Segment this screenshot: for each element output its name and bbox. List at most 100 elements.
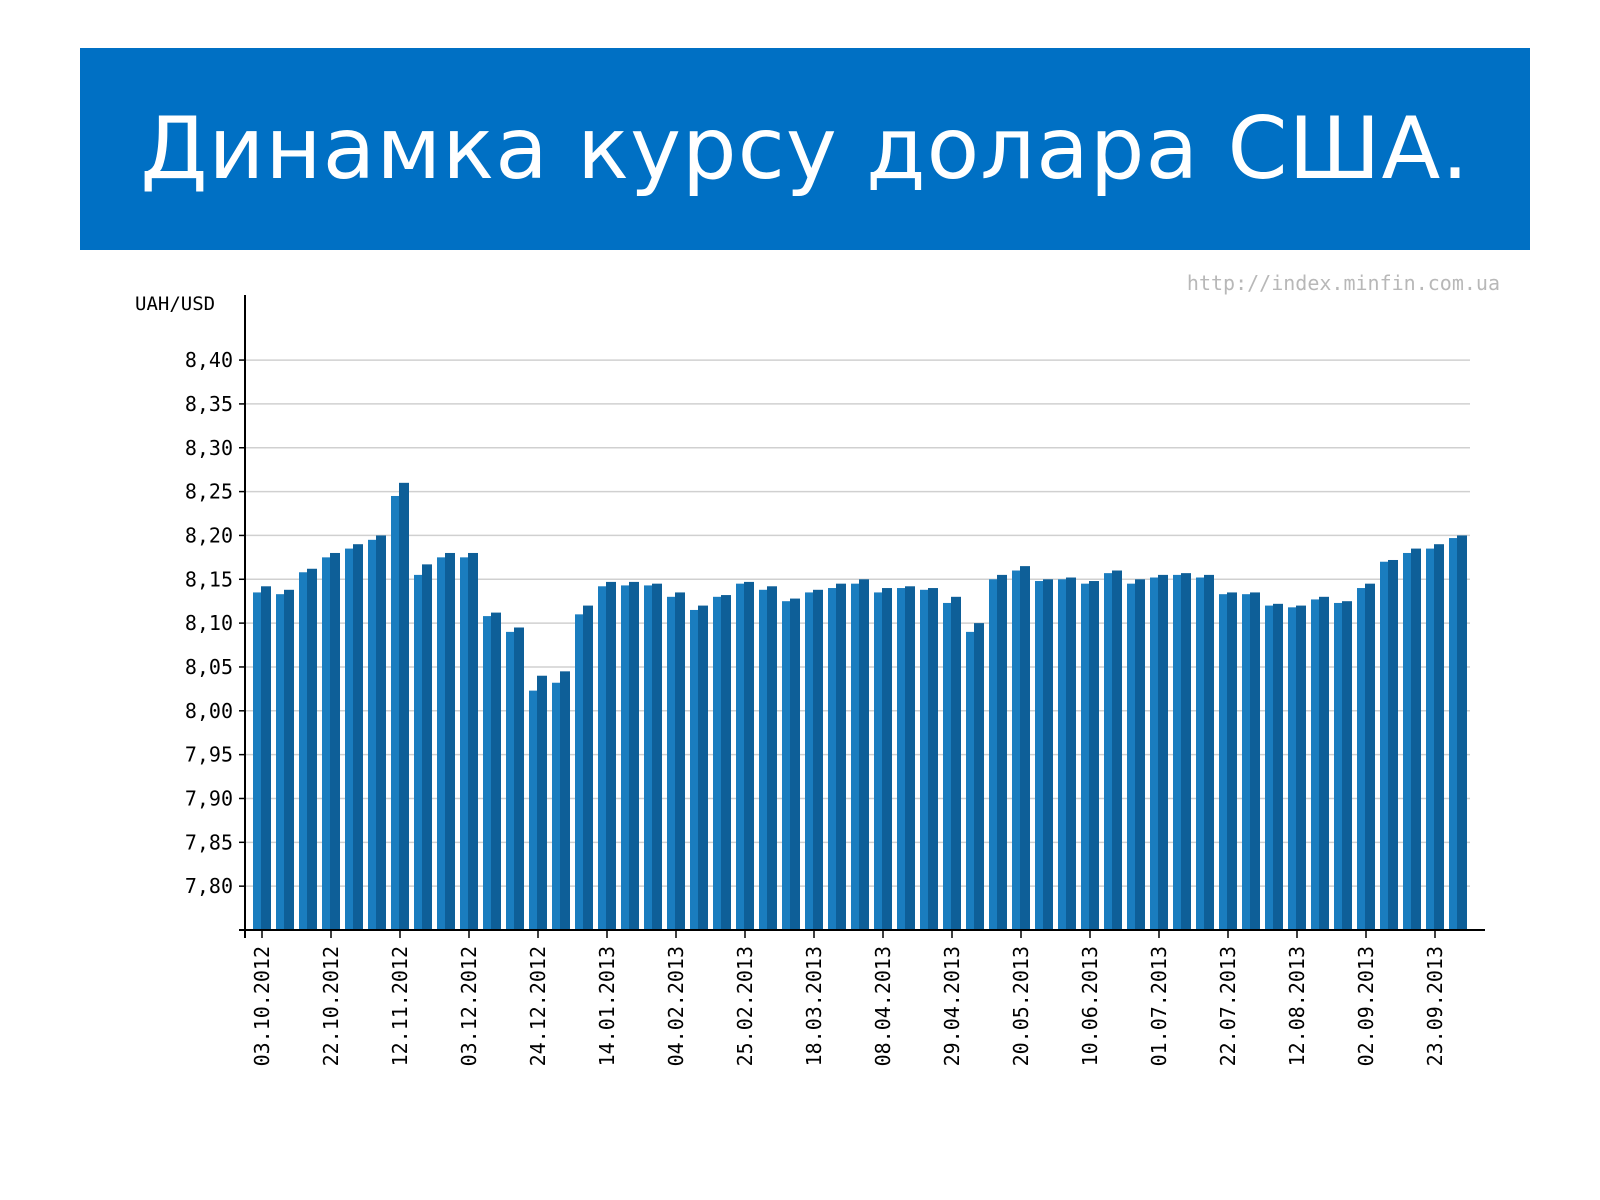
bar xyxy=(1380,561,1390,930)
bar xyxy=(1411,548,1421,930)
bar xyxy=(284,589,294,930)
bar xyxy=(1112,570,1122,930)
x-tick-label: 18.03.2013 xyxy=(802,946,826,1066)
bar xyxy=(1035,581,1045,930)
x-tick-label: 01.07.2013 xyxy=(1147,946,1171,1066)
bar xyxy=(744,581,754,930)
bar xyxy=(1089,581,1099,930)
bar xyxy=(989,579,999,930)
chart-svg: 8,40 8,35 8,30 8,25 8,20 8,15 8,10 8,05 8,00 7,95… xyxy=(135,271,1500,1066)
bar xyxy=(1296,605,1306,930)
bar xyxy=(813,589,823,930)
bar xyxy=(943,602,953,930)
bar xyxy=(1457,535,1467,930)
bar xyxy=(445,552,455,930)
bar xyxy=(1104,573,1114,930)
y-tick-label: 7,80 xyxy=(185,874,233,898)
x-tick-label: 22.07.2013 xyxy=(1216,946,1240,1066)
bar xyxy=(1311,599,1321,930)
x-tick-label: 22.10.2012 xyxy=(319,946,343,1066)
bar xyxy=(1334,602,1344,930)
bar xyxy=(644,585,654,930)
bar xyxy=(345,548,355,930)
title-banner: Динамка курсу долара США. xyxy=(80,48,1530,250)
bar xyxy=(1449,538,1459,930)
y-tick-label: 8,00 xyxy=(185,699,233,723)
bar xyxy=(1357,588,1367,930)
bar xyxy=(928,588,938,930)
y-tick-label: 7,95 xyxy=(185,743,233,767)
bar xyxy=(675,592,685,930)
bars xyxy=(253,482,1467,930)
bar xyxy=(437,557,447,930)
bar xyxy=(583,605,593,930)
bar xyxy=(1173,574,1183,930)
bar xyxy=(422,564,432,930)
bar xyxy=(1242,594,1252,930)
bar xyxy=(606,581,616,930)
bar xyxy=(307,568,317,930)
bar xyxy=(253,592,263,930)
bar xyxy=(1058,579,1068,930)
bar xyxy=(330,552,340,930)
x-tick-label: 10.06.2013 xyxy=(1078,946,1102,1066)
bar xyxy=(698,605,708,930)
bar xyxy=(560,671,570,930)
bar xyxy=(529,690,539,930)
bar xyxy=(299,572,309,930)
bar xyxy=(1135,579,1145,930)
bar xyxy=(882,588,892,930)
x-tick-label: 12.11.2012 xyxy=(388,946,412,1066)
bar xyxy=(874,592,884,930)
bar xyxy=(1020,566,1030,930)
bar xyxy=(966,631,976,930)
bar xyxy=(491,612,501,930)
y-tick-label: 8,30 xyxy=(185,436,233,460)
bar xyxy=(828,588,838,930)
bar xyxy=(399,482,409,930)
bar xyxy=(276,594,286,930)
x-tick-label: 14.01.2013 xyxy=(595,946,619,1066)
bar xyxy=(1066,577,1076,930)
bar xyxy=(836,583,846,930)
bar xyxy=(652,583,662,930)
bar xyxy=(1426,548,1436,930)
bar xyxy=(1181,573,1191,930)
bar xyxy=(537,675,547,930)
y-tick-label: 8,15 xyxy=(185,567,233,591)
bar xyxy=(514,627,524,930)
bar xyxy=(1219,594,1229,930)
bar xyxy=(1403,552,1413,930)
bar xyxy=(905,586,915,930)
bar xyxy=(414,574,424,930)
bar xyxy=(667,596,677,930)
y-tick-label: 8,05 xyxy=(185,655,233,679)
bar xyxy=(1227,592,1237,930)
bar xyxy=(575,614,585,930)
bar xyxy=(598,586,608,930)
source-watermark: http://index.minfin.com.ua xyxy=(1187,271,1500,295)
bar xyxy=(1204,574,1214,930)
bar xyxy=(897,588,907,930)
bar xyxy=(1273,603,1283,930)
bar xyxy=(1012,570,1022,930)
bar xyxy=(483,616,493,930)
bar xyxy=(1150,577,1160,930)
y-tick-label: 8,25 xyxy=(185,480,233,504)
y-axis-label: UAH/USD xyxy=(135,293,215,315)
x-tick-label: 04.02.2013 xyxy=(664,946,688,1066)
bar xyxy=(1365,583,1375,930)
bar xyxy=(261,586,271,930)
x-tick-label: 03.12.2012 xyxy=(457,946,481,1066)
bar xyxy=(460,557,470,930)
y-tick-label: 8,10 xyxy=(185,611,233,635)
bar xyxy=(1434,544,1444,930)
bar xyxy=(552,682,562,930)
bar xyxy=(368,539,378,930)
bar xyxy=(1265,605,1275,930)
bar xyxy=(1388,559,1398,930)
bar xyxy=(1288,607,1298,930)
y-tick-label: 7,90 xyxy=(185,786,233,810)
x-tick-label: 03.10.2012 xyxy=(250,946,274,1066)
bar xyxy=(782,601,792,930)
